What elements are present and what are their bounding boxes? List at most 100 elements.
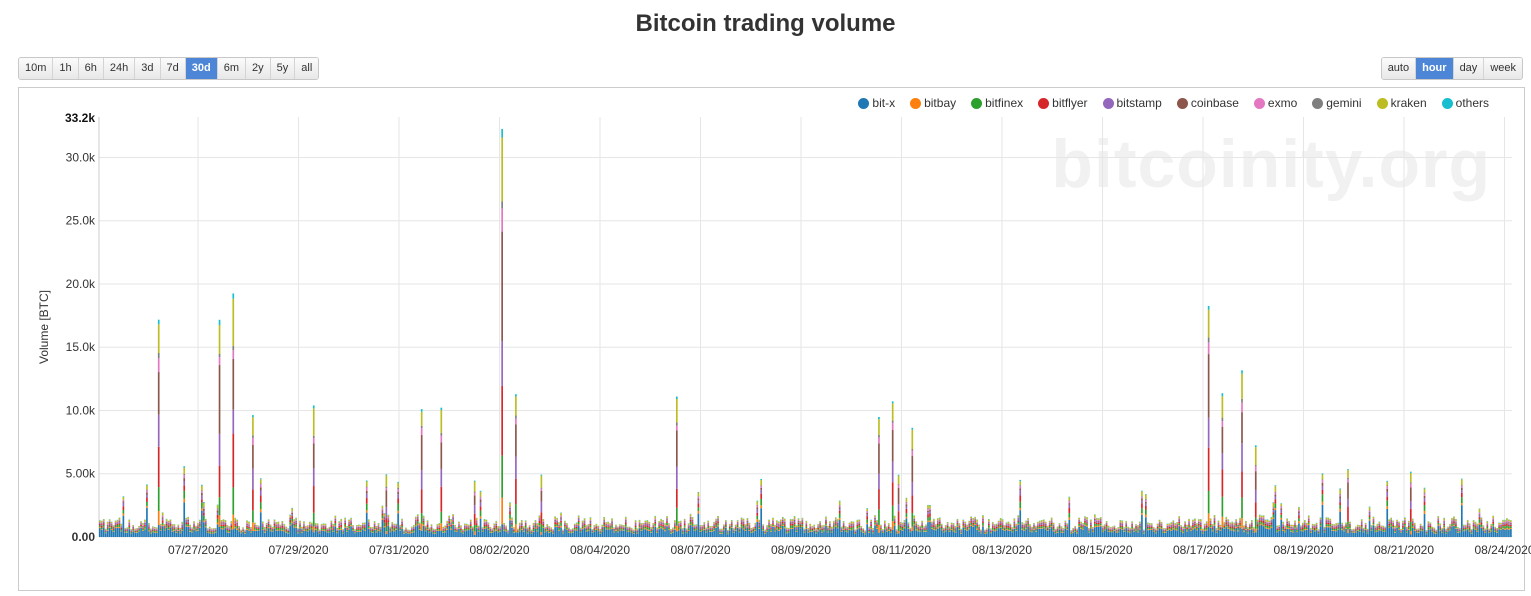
bar-segment-bitfinex: [177, 528, 180, 531]
resolution-button-auto[interactable]: auto: [1381, 58, 1417, 79]
bar-segment-bit-x: [795, 531, 798, 537]
bar-segment-bitfinex: [611, 525, 613, 528]
bar-segment-bitbay: [179, 532, 182, 534]
bar-segment-bitfinex: [587, 528, 590, 531]
bar-segment-kraken: [666, 516, 668, 518]
bar-segment-bitfinex: [1050, 524, 1053, 527]
bar-segment-bitfinex: [418, 527, 421, 530]
range-button-10m[interactable]: 10m: [19, 58, 54, 79]
range-button-5y[interactable]: 5y: [270, 58, 296, 79]
bar-segment-bitfinex: [952, 528, 955, 531]
bar-segment-kraken: [821, 525, 823, 527]
bar-segment-bitfinex: [774, 529, 776, 531]
bar-segment-gemini: [897, 484, 900, 486]
bar-segment-coinbase: [1044, 523, 1047, 525]
bar-segment-bitflyer: [634, 525, 637, 528]
bar-segment-bitflyer: [489, 530, 492, 532]
bar-segment-bitfinex: [316, 528, 319, 531]
bar-segment-bit-x: [876, 528, 878, 537]
range-button-30d[interactable]: 30d: [185, 58, 218, 79]
bar-segment-coinbase: [978, 526, 980, 528]
bar-segment-bitflyer: [919, 529, 921, 531]
bar-segment-bitstamp: [159, 526, 162, 528]
bar-segment-bit-x: [301, 533, 303, 537]
bar-segment-exmo: [373, 523, 376, 524]
range-button-1h[interactable]: 1h: [53, 58, 79, 79]
range-button-6h[interactable]: 6h: [78, 58, 104, 79]
bar-segment-bitflyer: [717, 521, 719, 524]
bar-segment-bitflyer: [120, 527, 123, 530]
bar-segment-exmo: [615, 526, 617, 527]
bar-segment-bitfinex: [575, 528, 578, 530]
bar-segment-coinbase: [464, 525, 466, 527]
bar-segment-bitfinex: [1011, 530, 1014, 532]
x-tick-label: 08/02/2020: [469, 543, 529, 557]
bar-segment-bitstamp: [110, 524, 113, 526]
bar-segment-bitfinex: [844, 529, 847, 531]
bar-segment-bitflyer: [793, 522, 796, 525]
bar-segment-bit-x: [581, 529, 584, 537]
bar-segment-bitstamp: [1037, 524, 1039, 526]
bar-segment-coinbase: [1009, 525, 1012, 527]
bar-segment-bitstamp: [452, 518, 454, 521]
range-button-6m[interactable]: 6m: [217, 58, 247, 79]
bar-segment-bitflyer: [448, 521, 450, 524]
resolution-button-week[interactable]: week: [1484, 58, 1522, 79]
bar-segment-bitflyer: [707, 525, 710, 527]
bar-segment-bitfinex: [354, 531, 356, 533]
bar-segment-kraken: [697, 492, 700, 497]
bar-segment-bitstamp: [709, 528, 712, 530]
range-button-3d[interactable]: 3d: [135, 58, 161, 79]
bar-segment-kraken: [972, 518, 974, 520]
resolution-button-hour[interactable]: hour: [1416, 58, 1454, 79]
resolution-button-day[interactable]: day: [1453, 58, 1485, 79]
bar-segment-bitfinex: [293, 525, 295, 527]
range-button-all[interactable]: all: [295, 58, 319, 79]
bar-segment-kraken: [493, 523, 496, 526]
bar-segment-coinbase: [789, 521, 792, 523]
bar-segment-bitfinex: [899, 527, 902, 529]
bar-segment-bit-x: [868, 532, 870, 537]
bar-segment-exmo: [970, 518, 973, 520]
bar-segment-exmo: [683, 520, 686, 522]
bar-segment-bitfinex: [497, 530, 500, 532]
bar-segment-bitstamp: [426, 523, 429, 525]
bar-segment-coinbase: [140, 523, 142, 524]
bar-segment-exmo: [377, 524, 380, 526]
bar-segment-kraken: [228, 526, 231, 528]
bar-segment-exmo: [418, 523, 421, 525]
bar-segment-bitbay: [175, 532, 178, 533]
bar-segment-bit-x: [436, 530, 439, 537]
bar-segment-kraken: [823, 525, 825, 527]
bar-segment-bitflyer: [756, 512, 759, 516]
bar-segment-exmo: [742, 520, 745, 522]
bar-segment-coinbase: [740, 520, 743, 522]
range-button-2y[interactable]: 2y: [246, 58, 271, 79]
bar-segment-exmo: [275, 524, 278, 525]
bar-segment-coinbase: [642, 525, 645, 526]
bar-segment-bitbay: [548, 532, 551, 533]
y-axis-title: Volume [BTC]: [37, 290, 51, 364]
bar-segment-bit-x: [905, 518, 908, 537]
bar-segment-exmo: [520, 522, 523, 524]
bar-segment-kraken: [116, 520, 119, 522]
range-button-24h[interactable]: 24h: [103, 58, 136, 79]
bar-segment-bit-x: [550, 531, 553, 537]
bar-segment-bitfinex: [1033, 527, 1035, 529]
bar-segment-exmo: [805, 522, 808, 524]
range-button-7d[interactable]: 7d: [160, 58, 186, 79]
bar-segment-bit-x: [768, 528, 770, 537]
bar-segment-bitbay: [962, 526, 965, 528]
bar-segment-bitbay: [754, 530, 757, 531]
bar-segment-exmo: [691, 519, 694, 520]
bar-segment-bitfinex: [964, 527, 967, 530]
bar-segment-bitflyer: [1017, 520, 1020, 523]
bar-segment-coinbase: [619, 526, 621, 527]
bar-segment-bitstamp: [1033, 525, 1035, 527]
bar-segment-bit-x: [970, 525, 973, 537]
bar-segment-coinbase: [936, 521, 939, 523]
bar-segment-bitstamp: [199, 523, 201, 525]
bar-segment-bitfinex: [360, 529, 362, 531]
bar-segment-exmo: [106, 524, 109, 525]
bar-segment-coinbase: [267, 522, 270, 523]
